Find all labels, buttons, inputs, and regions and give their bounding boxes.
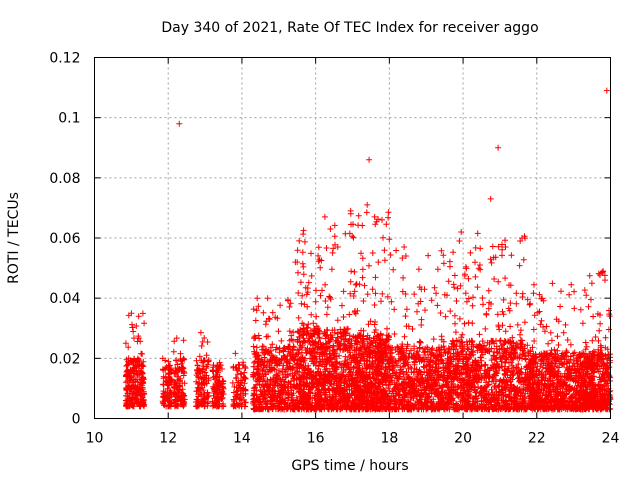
y-tick-label: 0.1 bbox=[58, 111, 80, 127]
y-tick-label: 0.02 bbox=[49, 351, 80, 367]
x-tick-label: 12 bbox=[159, 431, 177, 447]
y-tick-label: 0 bbox=[72, 412, 81, 428]
x-tick-label: 16 bbox=[307, 431, 325, 447]
y-tick-label: 0.08 bbox=[49, 171, 80, 187]
x-tick-label: 24 bbox=[602, 431, 620, 447]
x-tick-labels: 10 12 14 16 18 20 22 24 bbox=[86, 431, 620, 447]
x-tick-label: 20 bbox=[454, 431, 472, 447]
roti-plus-markers bbox=[122, 87, 614, 413]
y-tick-label: 0.12 bbox=[49, 51, 80, 67]
x-tick-label: 18 bbox=[380, 431, 398, 447]
y-tick-label: 0.04 bbox=[49, 291, 80, 307]
y-axis-title: ROTI / TECUs bbox=[6, 192, 22, 284]
x-tick-label: 14 bbox=[233, 431, 251, 447]
chart-title: Day 340 of 2021, Rate Of TEC Index for r… bbox=[161, 20, 538, 36]
y-tick-label: 0.06 bbox=[49, 231, 80, 247]
plot-frame bbox=[94, 57, 611, 419]
data-points bbox=[122, 87, 614, 413]
x-tick-label: 10 bbox=[86, 431, 104, 447]
y-tick-labels: 0 0.02 0.04 0.06 0.08 0.1 0.12 bbox=[49, 51, 80, 428]
x-axis-title: GPS time / hours bbox=[291, 458, 408, 474]
x-tick-label: 22 bbox=[528, 431, 546, 447]
